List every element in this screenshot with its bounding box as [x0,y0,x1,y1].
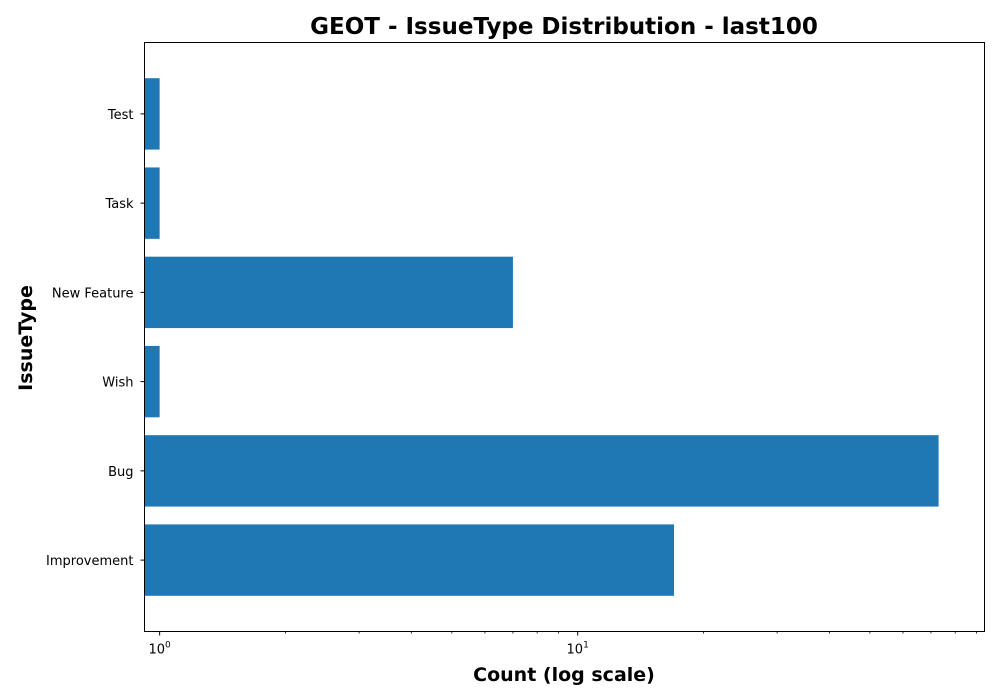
y-tick-label-wish: Wish [102,376,133,391]
y-axis-ticks: Improvement Bug Wish New Feature Task Test [46,108,145,569]
y-tick-label-improvement: Improvement [46,554,133,569]
bar-task [144,167,160,239]
y-tick-label-test: Test [107,108,134,123]
x-axis-ticks: 100 101 [148,631,978,658]
bars-group [144,78,939,596]
y-tick-label-new-feature: New Feature [52,286,134,301]
bar-new-feature [144,256,513,329]
x-tick-label: 100 [148,641,171,658]
x-axis-title: Count (log scale) [473,664,655,686]
y-tick-label-bug: Bug [108,465,133,480]
y-tick-label-task: Task [104,197,134,212]
bar-wish [144,345,160,418]
bar-bug [144,435,939,507]
x-tick-label: 101 [567,641,589,658]
bar-test [144,78,160,150]
chart-title: GEOT - IssueType Distribution - last100 [310,14,818,40]
plot-frame [144,42,985,632]
bar-improvement [144,524,675,596]
y-axis-title: IssueType [15,285,37,391]
